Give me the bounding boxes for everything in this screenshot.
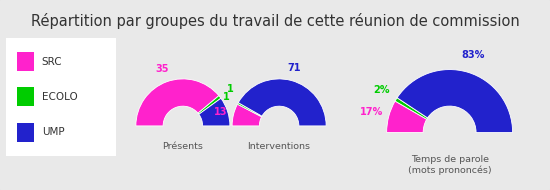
Bar <box>16 87 34 106</box>
Text: 83%: 83% <box>461 50 485 60</box>
Text: 2%: 2% <box>373 85 389 95</box>
Text: 9: 9 <box>236 102 244 112</box>
Text: Répartition par groupes du travail de cette réunion de commission: Répartition par groupes du travail de ce… <box>31 13 519 29</box>
Text: 35: 35 <box>156 64 169 74</box>
Text: 71: 71 <box>288 63 301 73</box>
Text: Interventions: Interventions <box>248 142 311 151</box>
Text: UMP: UMP <box>42 127 64 137</box>
Text: Temps de parole
(mots prononcés): Temps de parole (mots prononcés) <box>408 155 492 175</box>
Wedge shape <box>387 101 427 133</box>
Wedge shape <box>136 79 219 126</box>
Wedge shape <box>198 96 221 114</box>
Text: ECOLO: ECOLO <box>42 92 78 102</box>
Text: 1: 1 <box>223 92 230 102</box>
Wedge shape <box>238 79 326 126</box>
Wedge shape <box>238 103 262 117</box>
Wedge shape <box>199 98 230 126</box>
Text: Présents: Présents <box>162 142 204 151</box>
Text: 1: 1 <box>227 84 234 94</box>
FancyBboxPatch shape <box>3 34 118 159</box>
Wedge shape <box>395 98 427 119</box>
Text: 17%: 17% <box>360 107 383 117</box>
Wedge shape <box>397 70 513 133</box>
Text: 13: 13 <box>214 107 227 117</box>
Wedge shape <box>232 104 262 126</box>
Text: SRC: SRC <box>42 57 63 66</box>
Bar <box>16 52 34 71</box>
Bar <box>16 123 34 142</box>
